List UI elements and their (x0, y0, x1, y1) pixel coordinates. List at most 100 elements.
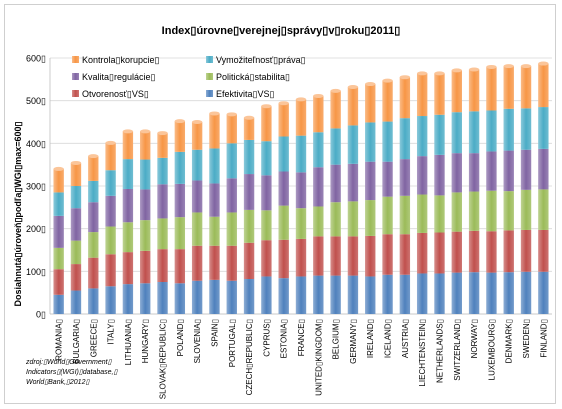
bar-segment (70, 290, 82, 314)
bar-segment (347, 87, 359, 126)
bar-segment (174, 217, 186, 250)
bar-segment (468, 272, 480, 314)
bar-segment (105, 226, 116, 255)
bar-segment (347, 125, 359, 164)
x-tick-label: FINLAND▯ (539, 319, 548, 358)
bar-cap (88, 154, 99, 159)
bar-segment (243, 209, 255, 243)
bar-cap (191, 120, 203, 124)
bar-segment (226, 114, 237, 144)
x-tick-label: ESTONIA▯ (280, 319, 289, 358)
bar-segment (468, 69, 480, 112)
legend-label: Kvalita▯regulácie▯ (82, 72, 155, 82)
x-tick-label: IRELAND▯ (366, 319, 375, 358)
bar-segment (434, 114, 445, 155)
bar-cap (434, 71, 445, 76)
chart-title: Index▯úrovne▯verejnej▯správy▯v▯roku▯2011… (162, 25, 401, 37)
bar-segment (157, 282, 168, 314)
bar-segment (365, 84, 376, 123)
y-tick-label: 400▯ (26, 139, 46, 149)
x-tick-label: SWITZERLAND▯ (453, 319, 462, 381)
bar-cap (226, 112, 237, 117)
y-tick-label: 200▯ (26, 224, 46, 234)
bar-segment (313, 95, 324, 133)
bar-segment (468, 111, 480, 154)
bar-segment (520, 108, 532, 150)
bars (53, 61, 549, 314)
x-tick-label: BELGIUM▯ (332, 319, 341, 359)
bar-cap (382, 78, 393, 83)
bar-segment (330, 236, 341, 276)
bar-segment (330, 90, 341, 129)
x-tick-label: FRANCE▯ (297, 319, 306, 356)
bar-segment (416, 232, 428, 274)
bar-segment (261, 175, 272, 211)
bar-cap (122, 129, 134, 134)
x-tick-label: HUNGARY▯ (141, 319, 150, 363)
bar-segment (295, 99, 307, 136)
bar-segment (53, 269, 64, 295)
bar-segment (243, 117, 255, 140)
bar-cap (468, 67, 480, 72)
x-tick-label: CYPRUS▯ (262, 319, 271, 357)
bar-segment (226, 143, 237, 179)
bar-segment (503, 108, 514, 151)
bar-segment (174, 151, 186, 184)
bar-segment (382, 121, 393, 162)
bar-segment (70, 186, 82, 209)
x-tick-label: SLOVAK▯REPUBLIC▯ (159, 319, 168, 399)
bar-segment (330, 164, 341, 203)
bar-segment (243, 242, 255, 280)
bar-segment (53, 215, 64, 248)
source-line: World▯Bank,▯2012▯ (26, 379, 90, 386)
bar-segment (382, 274, 393, 314)
bar-segment (261, 141, 272, 176)
bar-segment (70, 264, 82, 291)
bar-segment (313, 167, 324, 207)
y-tick-label: 600▯ (26, 54, 46, 64)
x-tick-label: DENMARK▯ (505, 319, 514, 363)
bar-segment (347, 275, 359, 314)
source-line: zdroj:▯World▯Government▯ (26, 359, 112, 366)
bar-segment (53, 192, 64, 216)
bar-segment (105, 142, 116, 171)
x-tick-label: GERMANY▯ (349, 319, 358, 364)
bar-segment (174, 183, 186, 218)
bar-segment (278, 171, 289, 206)
x-tick-label: POLAND▯ (176, 319, 185, 356)
x-tick-label: ITALY▯ (107, 319, 116, 344)
bar-segment (226, 178, 237, 213)
bar-segment (382, 234, 393, 275)
y-tick-label: 0▯ (36, 310, 46, 320)
legend-swatch (72, 90, 79, 97)
bar-cap (105, 140, 116, 145)
bar-segment (191, 180, 203, 213)
bar-segment (451, 153, 462, 193)
bar-segment (416, 273, 428, 314)
x-tick-label: LITHUANIA▯ (124, 319, 133, 365)
bar-segment (261, 210, 272, 241)
bar-segment (520, 149, 532, 190)
bar-segment (157, 157, 168, 185)
bar-segment (503, 191, 514, 231)
bar-segment (174, 121, 186, 152)
bar-segment (88, 156, 99, 181)
bar-segment (486, 272, 497, 314)
bar-segment (157, 133, 168, 158)
y-tick-labels: 0▯ 100▯ 200▯ 300▯ 400▯ 500▯ 600▯ (26, 54, 46, 320)
bar-segment (486, 231, 497, 273)
bar-segment (140, 159, 151, 190)
legend-label: Otvorenosť▯VS▯ (82, 89, 149, 99)
bar-segment (399, 77, 411, 119)
bar-segment (122, 131, 134, 160)
x-tick-label: SLOVENIA▯ (193, 319, 202, 363)
bar-segment (191, 122, 203, 150)
bar-cap (538, 61, 549, 66)
bar-segment (416, 116, 428, 157)
bar-segment (538, 148, 549, 190)
bar-segment (503, 150, 514, 192)
bar-segment (70, 162, 82, 186)
bar-segment (209, 279, 220, 314)
legend-label: Politická▯stabilita▯ (216, 72, 290, 82)
